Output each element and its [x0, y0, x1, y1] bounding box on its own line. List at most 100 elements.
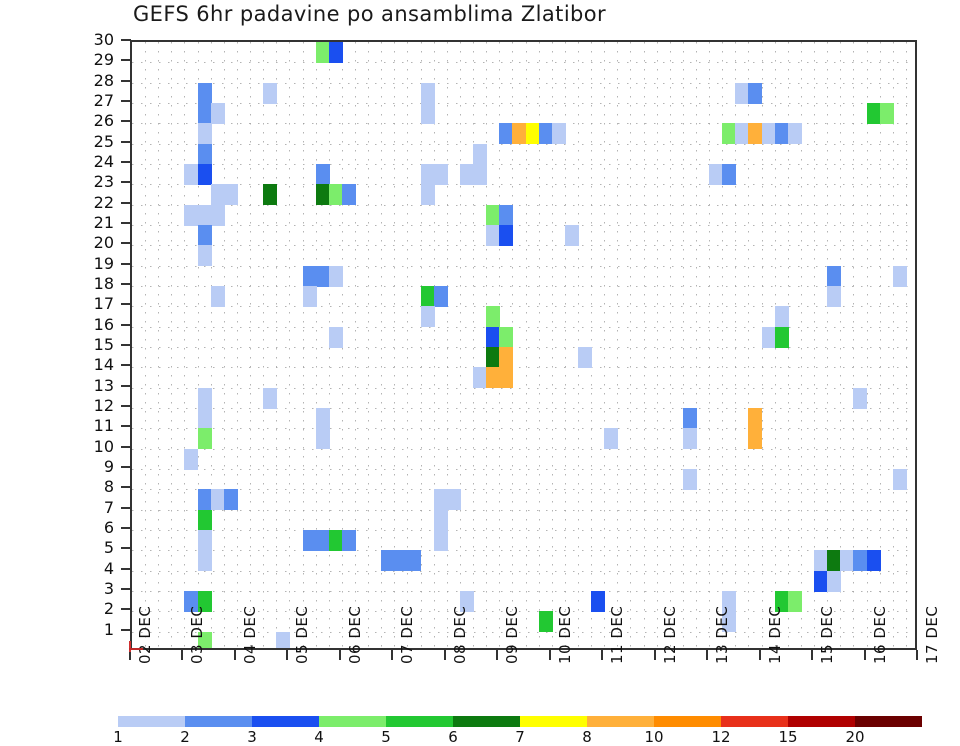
heatmap-cell — [197, 204, 212, 226]
heatmap-plot-area — [130, 40, 917, 650]
heatmap-cell — [315, 530, 330, 551]
x-axis-tick — [758, 650, 761, 660]
y-axis-tick — [121, 222, 131, 224]
colorbar-segment — [520, 716, 587, 727]
colorbar-tick-label: 12 — [711, 728, 731, 746]
y-axis-label: 30 — [93, 30, 114, 49]
y-axis-label: 1 — [103, 619, 114, 639]
y-axis-label: 13 — [93, 375, 114, 395]
heatmap-cell — [499, 123, 514, 145]
heatmap-cell — [748, 82, 763, 104]
heatmap-cell — [499, 347, 514, 368]
heatmap-cell — [604, 428, 619, 450]
x-axis-label: 13 DEC — [713, 605, 732, 664]
heatmap-cell — [499, 225, 514, 246]
heatmap-cell — [328, 326, 343, 348]
heatmap-cell — [722, 591, 737, 612]
heatmap-cell — [197, 631, 212, 648]
x-axis-label: 09 DEC — [503, 605, 522, 664]
origin-marker-bar-icon — [129, 648, 143, 650]
y-axis-label: 3 — [103, 579, 114, 598]
y-axis-label: 27 — [93, 91, 114, 110]
colorbar-tick-label: 10 — [644, 728, 664, 746]
x-axis-label: 05 DEC — [293, 605, 312, 664]
heatmap-cell — [420, 184, 435, 206]
colorbar-tick-label: 5 — [381, 728, 391, 746]
y-axis-tick — [121, 588, 131, 590]
heatmap-cell — [459, 164, 474, 185]
y-axis-tick — [121, 242, 131, 245]
heatmap-cell — [486, 225, 501, 246]
x-axis-tick — [548, 650, 551, 660]
heatmap-cell — [197, 428, 212, 450]
heatmap-cell — [748, 428, 763, 450]
heatmap-cell — [328, 265, 343, 287]
heatmap-cell — [814, 570, 829, 592]
heatmap-cell — [197, 591, 212, 612]
heatmap-cell — [381, 550, 396, 572]
colorbar-tick-label: 4 — [314, 728, 324, 746]
heatmap-cell — [577, 347, 592, 368]
y-axis-tick — [121, 140, 131, 143]
y-axis-label: 18 — [93, 274, 114, 293]
heatmap-cell — [459, 591, 474, 612]
heatmap-cell — [210, 286, 225, 307]
colorbar-tick-label: 2 — [180, 728, 190, 746]
y-axis-label: 17 — [93, 294, 114, 314]
y-axis-label: 29 — [93, 50, 114, 70]
chart-title: GEFS 6hr padavine po ansamblima Zlatibor — [133, 2, 607, 26]
heatmap-cell — [735, 82, 750, 104]
colorbar-segment — [654, 716, 721, 727]
heatmap-cell — [827, 550, 842, 572]
x-axis-label: 12 DEC — [660, 605, 679, 664]
heatmap-cell — [486, 367, 501, 389]
y-axis-tick — [121, 120, 131, 123]
heatmap-cell — [538, 123, 553, 145]
heatmap-cell — [473, 367, 488, 389]
heatmap-cell — [184, 164, 199, 185]
x-axis-label: 03 DEC — [188, 605, 207, 664]
heatmap-cell — [682, 469, 697, 490]
y-axis-tick — [121, 283, 131, 285]
y-axis-tick — [121, 323, 131, 326]
heatmap-cell — [722, 611, 737, 633]
colorbar-tick-label: 6 — [448, 728, 458, 746]
heatmap-cells — [132, 42, 915, 648]
x-axis-tick — [653, 650, 656, 660]
y-axis-tick — [121, 181, 131, 184]
heatmap-cell — [433, 286, 448, 307]
heatmap-cell — [197, 123, 212, 145]
colorbar-tick-label: 15 — [778, 728, 798, 746]
heatmap-cell — [197, 489, 212, 511]
heatmap-cell — [735, 123, 750, 145]
heatmap-cell — [774, 326, 789, 348]
heatmap-cell — [499, 326, 514, 348]
y-axis-tick — [121, 59, 131, 62]
y-axis-tick — [121, 161, 131, 163]
y-axis-label: 25 — [93, 131, 114, 151]
heatmap-cell — [774, 591, 789, 612]
heatmap-cell — [722, 123, 737, 145]
y-axis-label: 14 — [93, 355, 114, 375]
heatmap-cell — [814, 550, 829, 572]
heatmap-cell — [682, 408, 697, 429]
x-axis-label: 10 DEC — [555, 605, 574, 664]
heatmap-cell — [499, 204, 514, 226]
heatmap-cell — [892, 265, 907, 287]
x-axis-label: 14 DEC — [765, 605, 784, 664]
heatmap-cell — [879, 103, 894, 124]
heatmap-cell — [328, 42, 343, 63]
heatmap-cell — [302, 286, 317, 307]
y-axis-tick — [121, 506, 131, 509]
heatmap-cell — [827, 286, 842, 307]
heatmap-cell — [276, 631, 291, 648]
heatmap-cell — [512, 123, 527, 145]
y-axis-tick — [121, 405, 131, 407]
heatmap-cell — [866, 103, 881, 124]
colorbar-segment — [587, 716, 654, 727]
heatmap-cell — [486, 347, 501, 368]
heatmap-cell — [315, 164, 330, 185]
heatmap-cell — [591, 591, 606, 612]
y-axis-label: 15 — [93, 335, 114, 354]
heatmap-cell — [761, 123, 776, 145]
